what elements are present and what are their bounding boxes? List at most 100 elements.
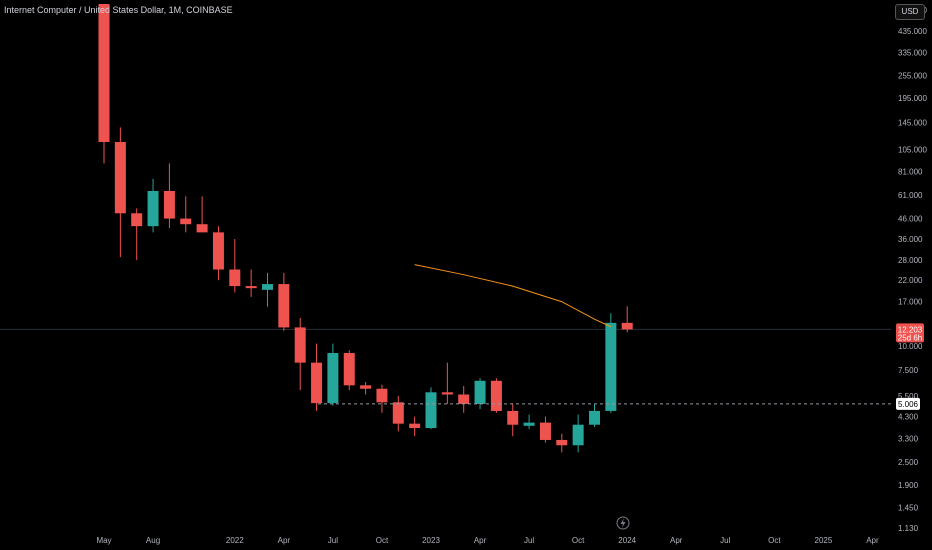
ma-line <box>414 264 612 328</box>
candle-body <box>621 322 633 330</box>
candle-body <box>589 410 600 425</box>
candle <box>311 343 323 411</box>
candle-body <box>343 353 355 386</box>
candle-body <box>441 392 453 395</box>
y-tick-label: 1.450 <box>898 503 919 512</box>
candle <box>147 178 159 233</box>
level-tag-value: 5.006 <box>898 400 919 409</box>
candle-body <box>360 385 372 389</box>
candle-body <box>98 4 110 143</box>
candle <box>180 196 192 233</box>
candle-body <box>556 439 568 446</box>
candle-body <box>196 224 208 233</box>
candle <box>327 343 339 406</box>
overlays-layer <box>318 264 891 530</box>
y-tick-label: 335.000 <box>898 49 927 58</box>
candle <box>114 127 126 258</box>
lightning-icon-bolt <box>620 518 626 528</box>
candle <box>556 433 568 453</box>
y-tick-label: 435.000 <box>898 27 927 36</box>
candle-body <box>147 190 159 227</box>
candle-body <box>163 190 175 219</box>
x-tick-label: Jul <box>524 536 534 545</box>
candle-body <box>409 423 421 429</box>
candle <box>245 269 257 297</box>
candle <box>229 239 241 293</box>
lightning-icon-ring <box>616 516 630 530</box>
candle <box>262 272 273 307</box>
candle-body <box>262 284 273 290</box>
candle-body <box>572 424 584 446</box>
candle <box>441 362 453 404</box>
candles-layer <box>98 4 633 453</box>
candle-body <box>278 284 290 328</box>
candle <box>621 306 633 333</box>
candle-body <box>229 269 241 287</box>
currency-button[interactable]: USD <box>895 4 925 20</box>
candle-body <box>507 410 519 425</box>
candle-body <box>490 380 502 411</box>
candle-body <box>458 394 470 404</box>
y-tick-label: 61.000 <box>898 191 923 200</box>
candle <box>539 416 551 443</box>
candle <box>589 403 600 427</box>
lightning-icon[interactable] <box>616 516 630 530</box>
candle-body <box>605 322 617 411</box>
y-tick-label: 36.000 <box>898 235 923 244</box>
y-tick-label: 1.900 <box>898 481 919 490</box>
level-tag-bg <box>896 397 920 410</box>
candle-body <box>474 380 486 404</box>
y-tick-label: 17.000 <box>898 298 923 307</box>
y-tick-label: 28.000 <box>898 256 923 265</box>
candle <box>474 378 486 410</box>
x-tick-label: Jul <box>328 536 338 545</box>
y-tick-label: 81.000 <box>898 167 923 176</box>
candle-body <box>245 286 257 289</box>
countdown-label: 25d 6h <box>898 333 922 342</box>
y-tick-label: 1.130 <box>898 524 919 533</box>
x-tick-label: Oct <box>768 536 781 545</box>
candle <box>490 378 502 413</box>
candle-body <box>131 213 143 227</box>
candle <box>523 414 535 430</box>
y-tick-label: 10.000 <box>898 342 923 351</box>
x-tick-label: 2022 <box>226 536 244 545</box>
y-tick-label: 7.500 <box>898 366 919 375</box>
candle-body <box>180 218 192 225</box>
x-tick-label: Apr <box>866 536 879 545</box>
y-tick-label: 22.000 <box>898 276 923 285</box>
y-tick-label: 4.300 <box>898 413 919 422</box>
candle <box>425 387 437 430</box>
x-tick-label: Jul <box>720 536 730 545</box>
candle-body <box>425 392 437 429</box>
candle <box>212 226 224 281</box>
y-tick-label: 46.000 <box>898 215 923 224</box>
price-axis[interactable]: 560.000435.000335.000255.000195.000145.0… <box>898 6 927 533</box>
x-tick-label: Oct <box>572 536 585 545</box>
x-tick-label: Apr <box>670 536 683 545</box>
candle <box>294 317 306 391</box>
candle <box>360 382 372 395</box>
x-tick-label: May <box>96 536 111 545</box>
time-axis[interactable]: May Aug 2022 Apr Jul Oct 2023 Apr Jul Oct 2024 Apr J… <box>96 536 879 545</box>
candle <box>376 384 388 413</box>
candle-body <box>212 232 224 270</box>
candle <box>392 396 404 432</box>
candle <box>278 272 290 331</box>
candle <box>131 208 143 261</box>
y-tick-label: 145.000 <box>898 119 927 128</box>
y-tick-label: 2.500 <box>898 458 919 467</box>
candle-body <box>539 422 551 440</box>
y-tick-label: 5.500 <box>898 392 919 401</box>
current-price-value: 12.203 <box>898 325 923 334</box>
candle <box>458 385 470 413</box>
candle <box>409 416 421 437</box>
y-tick-label: 255.000 <box>898 71 927 80</box>
candle-body <box>376 388 388 403</box>
candle <box>605 313 617 413</box>
y-tick-label: 195.000 <box>898 94 927 103</box>
candle-body <box>392 402 404 424</box>
candle <box>98 4 110 164</box>
